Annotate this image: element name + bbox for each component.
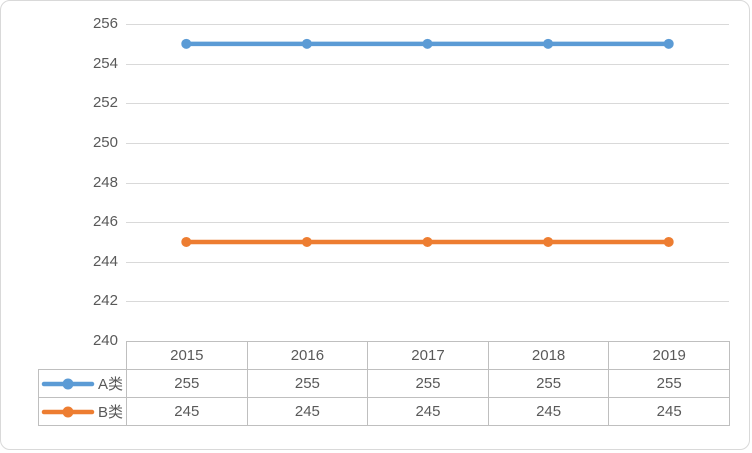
data-point-marker [543, 236, 554, 247]
table-header-cell: 2017 [367, 341, 489, 370]
gridline [126, 24, 729, 25]
table-cell: 255 [608, 369, 730, 398]
data-point-marker [181, 236, 192, 247]
y-tick-label: 252 [92, 94, 118, 112]
gridline [126, 103, 729, 105]
y-tick-label: 246 [92, 213, 118, 231]
table-cell: 245 [608, 397, 730, 426]
y-tick-label: 254 [92, 54, 118, 72]
legend-key-icon [41, 406, 95, 417]
table-cell: 245 [126, 397, 248, 426]
legend-marker [62, 378, 74, 389]
y-tick-label: 256 [92, 15, 118, 32]
legend-label: A类 [98, 376, 124, 393]
table-cell: 245 [367, 397, 489, 426]
table-cell: 255 [246, 369, 369, 398]
gridline [126, 142, 729, 144]
data-point-marker [301, 236, 312, 247]
gridline [126, 222, 729, 224]
table-cell: 255 [487, 369, 610, 398]
table-header-cell: 2015 [126, 341, 248, 370]
chart-data-table-body: 2015 2016 2017 2018 2019 255 255 255 255 255 245 24… [126, 341, 730, 426]
data-point-marker [181, 38, 192, 49]
y-tick-label: 244 [92, 252, 118, 270]
gridline [126, 261, 729, 263]
legend-item-B类: B类 [38, 397, 127, 426]
table-header-row: 2015 2016 2017 2018 2019 [126, 341, 730, 370]
chart-data-table: 2015 2016 2017 2018 2019 255 255 255 255 255 245 24… [126, 341, 730, 426]
data-point-marker [422, 236, 433, 247]
legend-item-A类: A类 [38, 369, 127, 398]
y-tick-label: 240 [92, 332, 118, 349]
data-point-marker [301, 38, 312, 49]
table-header-cell: 2019 [608, 341, 730, 370]
table-header-cell: 2018 [487, 341, 610, 370]
table-cell: 255 [126, 369, 248, 398]
data-point-marker [543, 38, 554, 49]
table-row: 255 255 255 255 255 [126, 369, 730, 398]
table-cell: 245 [246, 397, 369, 426]
gridline [126, 301, 729, 303]
y-tick-label: 242 [92, 292, 118, 310]
table-cell: 245 [487, 397, 610, 426]
y-tick-label: 250 [92, 133, 118, 151]
legend-key-icon [41, 378, 95, 389]
gridline [126, 63, 729, 65]
gridline [126, 182, 729, 184]
table-cell: 255 [367, 369, 489, 398]
y-tick-label: 248 [92, 173, 118, 191]
legend-marker [62, 406, 74, 417]
data-point-marker [663, 236, 674, 247]
legend-label: B类 [98, 404, 124, 421]
table-header-cell: 2016 [246, 341, 369, 370]
data-point-marker [422, 38, 433, 49]
table-row: 245 245 245 245 245 [126, 397, 730, 426]
data-point-marker [663, 38, 674, 49]
